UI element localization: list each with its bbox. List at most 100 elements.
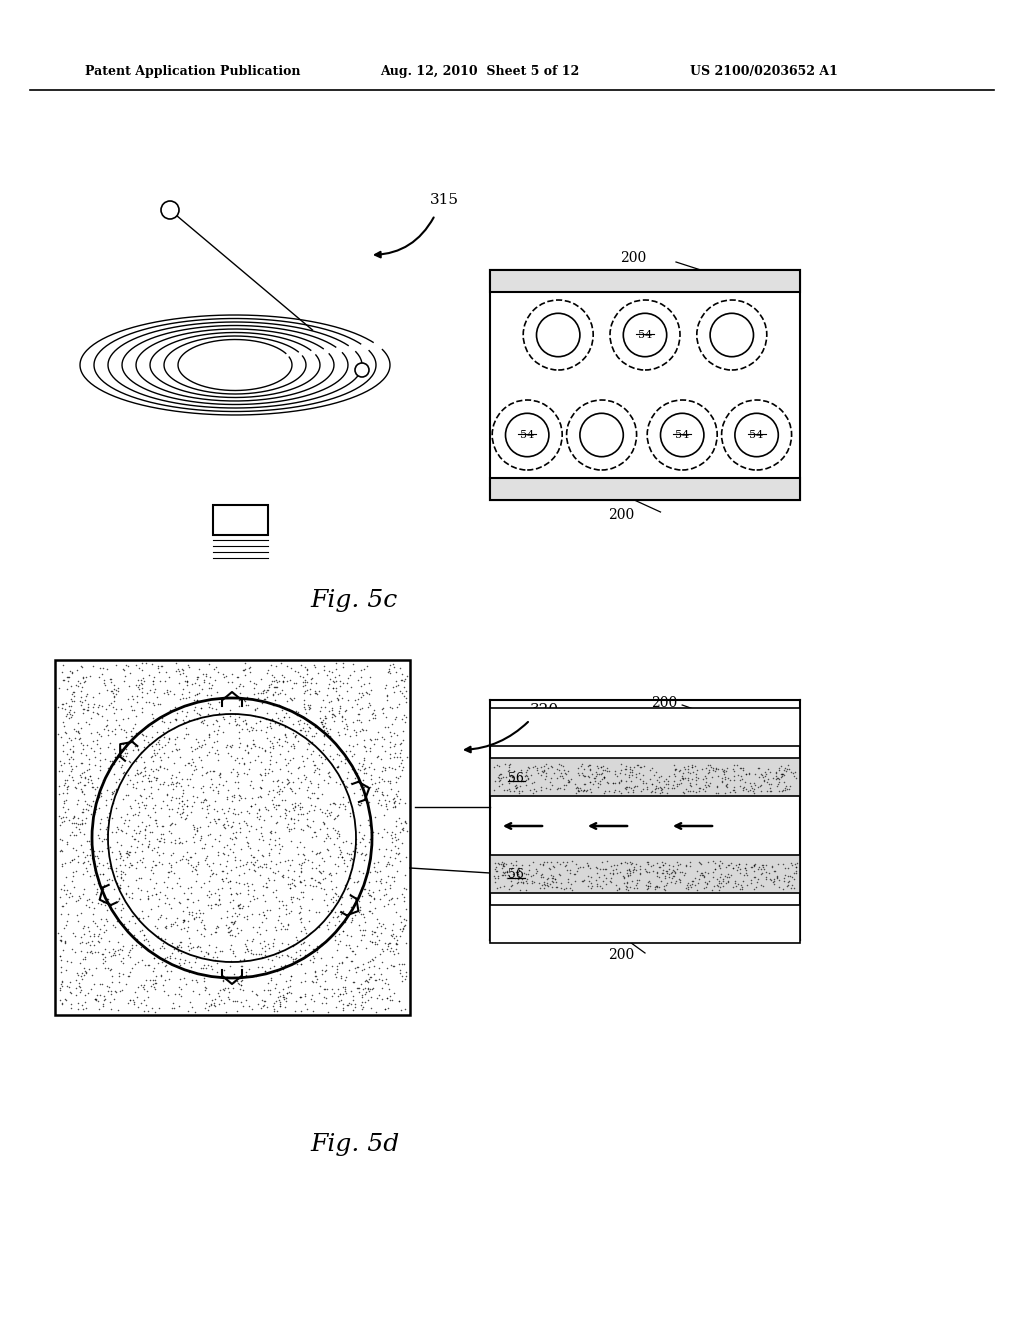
Point: [669, 776, 685, 797]
Point: [293, 871, 309, 892]
Point: [120, 688, 136, 709]
Point: [340, 878, 356, 899]
Point: [134, 919, 151, 940]
Point: [332, 983, 348, 1005]
Point: [353, 876, 370, 898]
Point: [748, 876, 764, 898]
Point: [751, 758, 767, 779]
Point: [628, 875, 644, 896]
Point: [329, 883, 345, 904]
Point: [113, 698, 129, 719]
Point: [757, 766, 773, 787]
Point: [311, 862, 328, 883]
Point: [215, 993, 231, 1014]
Point: [101, 803, 118, 824]
Point: [267, 799, 284, 820]
Point: [556, 760, 572, 781]
Point: [58, 832, 75, 853]
Point: [213, 990, 229, 1011]
Point: [323, 870, 339, 891]
Point: [378, 795, 394, 816]
Point: [61, 700, 78, 721]
Point: [698, 772, 715, 793]
Point: [145, 939, 162, 960]
Point: [538, 762, 554, 783]
Point: [208, 917, 224, 939]
Point: [492, 767, 508, 788]
Point: [172, 985, 188, 1006]
Point: [123, 726, 139, 747]
Point: [395, 671, 412, 692]
Point: [318, 828, 335, 849]
Point: [84, 965, 100, 986]
Point: [692, 865, 709, 886]
Point: [175, 900, 191, 921]
Point: [59, 777, 76, 799]
Point: [731, 758, 748, 779]
Point: [745, 854, 762, 875]
Point: [608, 858, 625, 879]
Point: [587, 767, 603, 788]
Point: [213, 799, 229, 820]
Point: [109, 777, 125, 799]
Point: [200, 704, 216, 725]
Point: [130, 816, 146, 837]
Point: [135, 725, 152, 746]
Point: [492, 770, 508, 791]
Point: [626, 858, 642, 879]
Point: [386, 722, 402, 743]
Point: [110, 832, 126, 853]
Point: [57, 770, 74, 791]
Point: [183, 861, 200, 882]
Point: [195, 756, 211, 777]
Point: [695, 865, 712, 886]
Point: [540, 875, 556, 896]
Point: [361, 756, 378, 777]
Point: [640, 876, 656, 898]
Point: [172, 832, 188, 853]
Point: [83, 770, 99, 791]
Point: [360, 952, 377, 973]
Point: [300, 935, 316, 956]
Point: [279, 990, 295, 1011]
Point: [238, 690, 254, 711]
Point: [723, 853, 739, 874]
Point: [166, 862, 182, 883]
Point: [136, 990, 153, 1011]
Point: [292, 940, 308, 961]
Point: [304, 781, 321, 803]
Point: [121, 750, 137, 771]
Point: [208, 937, 224, 958]
Point: [253, 855, 269, 876]
Point: [269, 684, 286, 705]
Point: [720, 767, 736, 788]
Point: [221, 920, 238, 941]
Point: [289, 929, 305, 950]
Point: [146, 739, 163, 760]
Point: [60, 748, 77, 770]
Point: [77, 767, 93, 788]
Point: [288, 725, 304, 746]
Point: [174, 768, 190, 789]
Point: [492, 776, 508, 797]
Point: [594, 851, 610, 873]
Point: [245, 729, 261, 750]
Point: [655, 771, 672, 792]
Point: [787, 854, 804, 875]
Point: [230, 898, 247, 919]
Point: [70, 808, 86, 829]
Point: [297, 671, 313, 692]
Point: [264, 760, 281, 781]
Point: [117, 854, 133, 875]
Point: [252, 763, 268, 784]
Point: [388, 842, 404, 863]
Point: [228, 970, 245, 991]
Point: [198, 941, 214, 962]
Point: [776, 764, 793, 785]
Point: [53, 808, 70, 829]
Point: [185, 700, 202, 721]
Point: [597, 858, 613, 879]
Point: [573, 779, 590, 800]
Point: [60, 886, 77, 907]
Point: [287, 726, 303, 747]
